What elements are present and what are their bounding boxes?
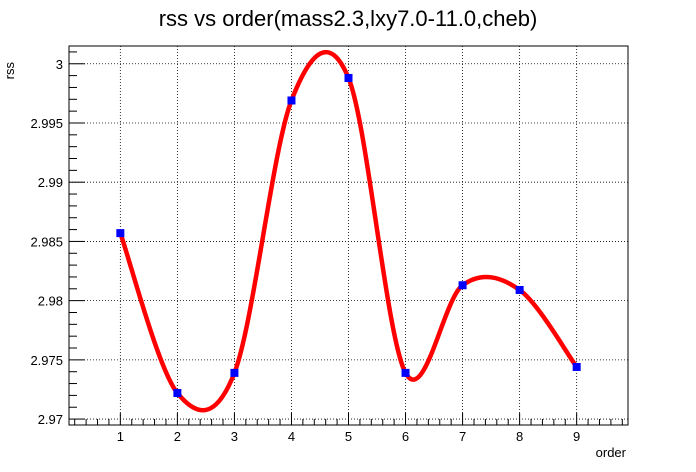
x-tick-label: 4 bbox=[288, 429, 295, 444]
data-point-marker bbox=[515, 285, 524, 294]
y-tick-label: 2.97 bbox=[38, 412, 63, 427]
y-tick-label: 3 bbox=[56, 57, 63, 72]
data-point-marker bbox=[344, 73, 353, 82]
series-curve bbox=[118, 49, 579, 413]
fit-curve bbox=[118, 49, 579, 413]
x-axis-label: order bbox=[596, 445, 627, 460]
y-tick-label: 2.99 bbox=[38, 175, 63, 190]
data-points bbox=[116, 73, 581, 398]
x-tick-label: 1 bbox=[117, 429, 124, 444]
data-point-marker bbox=[287, 96, 296, 105]
data-point-marker bbox=[401, 368, 410, 377]
tick-labels: 1 2 3 4 5 6 7 8 9 2.97 2.975 2.98 2.985 2.99 2.995 3 bbox=[30, 57, 580, 444]
x-tick-label: 3 bbox=[231, 429, 238, 444]
data-point-marker bbox=[572, 362, 581, 371]
x-tick-label: 2 bbox=[174, 429, 181, 444]
y-tick-label: 2.985 bbox=[30, 234, 63, 249]
y-tick-label: 2.975 bbox=[30, 353, 63, 368]
x-tick-label: 9 bbox=[573, 429, 580, 444]
y-tick-label: 2.98 bbox=[38, 294, 63, 309]
axis-ticks bbox=[69, 51, 623, 425]
data-point-marker bbox=[173, 389, 182, 398]
grid bbox=[69, 46, 628, 425]
x-tick-label: 7 bbox=[459, 429, 466, 444]
x-tick-label: 5 bbox=[345, 429, 352, 444]
x-tick-label: 6 bbox=[402, 429, 409, 444]
data-point-marker bbox=[458, 281, 467, 290]
chart-title: rss vs order(mass2.3,lxy7.0-11.0,cheb) bbox=[159, 6, 538, 31]
y-tick-label: 2.995 bbox=[30, 116, 63, 131]
x-tick-label: 8 bbox=[516, 429, 523, 444]
data-point-marker bbox=[116, 229, 125, 238]
y-axis-label: rss bbox=[2, 62, 17, 80]
data-point-marker bbox=[230, 368, 239, 377]
